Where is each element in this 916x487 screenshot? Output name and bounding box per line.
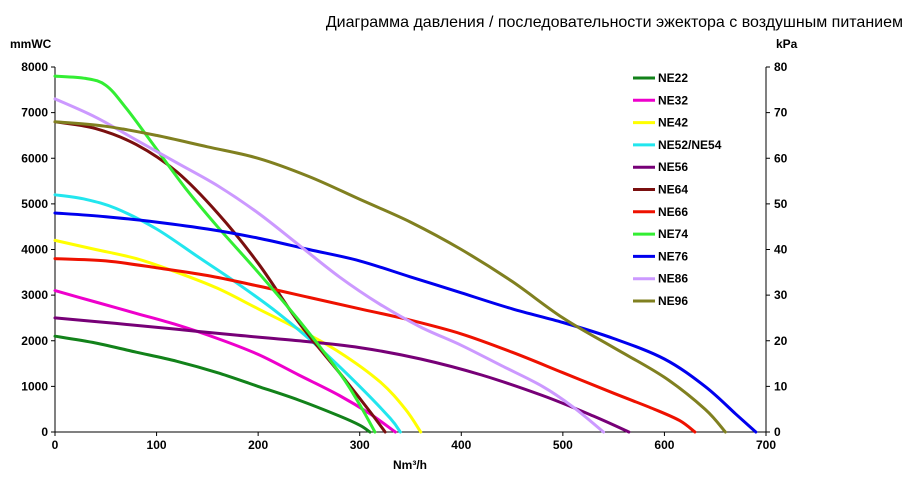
x-axis-label: Nm³/h	[393, 458, 427, 472]
y-right-tick-label: 20	[774, 334, 788, 348]
x-tick-label: 500	[553, 438, 573, 452]
series-line-ne56	[53, 316, 631, 434]
y-right-tick-label: 40	[774, 243, 788, 257]
series-line-ne22	[53, 334, 372, 434]
y-left-tick-label: 4000	[21, 243, 48, 257]
series-line-ne86	[53, 97, 605, 434]
legend-label-ne66: NE66	[658, 205, 688, 219]
x-tick-label: 400	[451, 438, 471, 452]
y-right-tick-label: 80	[774, 60, 788, 74]
x-tick-label: 700	[756, 438, 776, 452]
x-tick-label: 200	[248, 438, 268, 452]
legend-label-ne76: NE76	[658, 249, 688, 263]
legend-label-ne86: NE86	[658, 272, 688, 286]
y-right-tick-label: 50	[774, 197, 788, 211]
x-tick-label: 100	[147, 438, 167, 452]
legend-label-ne42: NE42	[658, 116, 688, 130]
series-line-ne74	[53, 74, 377, 434]
legend-label-ne22: NE22	[658, 71, 688, 85]
y-left-tick-label: 2000	[21, 334, 48, 348]
legend-label-ne64: NE64	[658, 183, 688, 197]
series-line-ne64	[53, 120, 387, 434]
series-line-ne32	[53, 289, 397, 434]
series-line-ne96	[53, 120, 727, 434]
y-right-tick-label: 10	[774, 379, 788, 393]
legend-label-ne96: NE96	[658, 294, 688, 308]
x-tick-label: 300	[350, 438, 370, 452]
series-lines-group	[53, 74, 758, 434]
y-left-tick-label: 0	[41, 425, 48, 439]
series-line-ne42	[53, 238, 423, 434]
y-right-tick-label: 70	[774, 106, 788, 120]
x-tick-label: 0	[52, 438, 59, 452]
y-right-tick-label: 30	[774, 288, 788, 302]
chart-title: Диаграмма давления / последовательности …	[326, 14, 903, 31]
legend-label-ne56: NE56	[658, 160, 688, 174]
x-tick-label: 600	[654, 438, 674, 452]
y-left-tick-label: 5000	[21, 197, 48, 211]
y-left-tick-label: 1000	[21, 379, 48, 393]
y-axis-left-label: mmWC	[10, 37, 52, 51]
series-line-ne76	[53, 211, 758, 434]
y-right-tick-label: 0	[774, 425, 781, 439]
legend-label-ne32: NE32	[658, 93, 688, 107]
y-left-tick-label: 6000	[21, 151, 48, 165]
series-line-ne52-ne54	[53, 193, 402, 434]
y-axis-right-label: kPa	[776, 37, 798, 51]
axis-ticks-group: 0100020003000400050006000700080000102030…	[21, 60, 787, 452]
y-left-tick-label: 7000	[21, 106, 48, 120]
series-line-ne66	[53, 257, 697, 434]
y-right-tick-label: 60	[774, 151, 788, 165]
legend-label-ne52-ne54: NE52/NE54	[658, 138, 722, 152]
y-left-tick-label: 8000	[21, 60, 48, 74]
legend-label-ne74: NE74	[658, 227, 688, 241]
legend: NE22 NE32 NE42 NE52/NE54 NE56 NE64 NE66 NE74 NE7…	[633, 71, 722, 308]
y-left-tick-label: 3000	[21, 288, 48, 302]
